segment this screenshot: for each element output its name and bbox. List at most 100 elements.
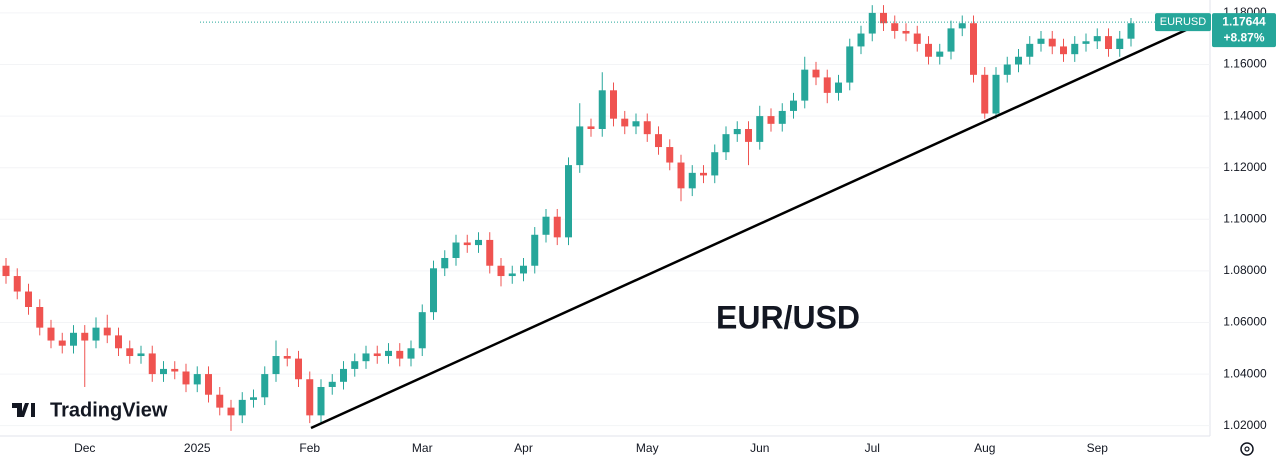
candle-body [655, 134, 662, 148]
candle-body [396, 350, 404, 359]
candle-body [958, 23, 966, 29]
candle-body [463, 242, 471, 246]
candle-body [70, 332, 77, 346]
y-tick-label: 1.10000 [1223, 211, 1267, 225]
candle-body [722, 134, 730, 153]
candle-body [328, 381, 336, 387]
candle-body [846, 46, 854, 83]
candle-body [767, 116, 775, 124]
candle-body [373, 353, 381, 357]
candle-body [160, 368, 167, 375]
x-tick-label: Sep [1087, 441, 1109, 455]
candle-body [36, 307, 44, 328]
y-tick-label: 1.16000 [1223, 57, 1267, 71]
candle-body [351, 361, 359, 369]
candle-body [868, 12, 876, 34]
candle-body [925, 43, 932, 57]
gear-center [1244, 446, 1250, 452]
y-tick-label: 1.12000 [1223, 160, 1267, 174]
logo: TradingView [12, 399, 168, 421]
price-badge: EURUSD 1.17644 +8.87% [1155, 13, 1276, 48]
candle-body [2, 265, 10, 277]
candle-body [756, 116, 764, 142]
candle-body [733, 128, 741, 135]
candle-body [1026, 43, 1034, 57]
candle-body [508, 273, 516, 277]
candle-body [902, 30, 910, 34]
candle-body [497, 265, 505, 277]
candle-body [58, 340, 66, 346]
x-tick-label: May [636, 441, 659, 455]
candle-body [790, 100, 797, 111]
candle-body [576, 126, 584, 166]
x-tick-label: Jun [750, 441, 769, 455]
candle-body [407, 348, 415, 359]
candle-body [1116, 38, 1124, 50]
candle-body [1060, 46, 1067, 55]
x-tick-label: Dec [74, 441, 95, 455]
candle-body [171, 368, 179, 372]
candle-body [216, 394, 224, 408]
candle-body [227, 407, 235, 416]
y-tick-label: 1.02000 [1223, 418, 1267, 432]
x-tick-label: Aug [974, 441, 995, 455]
candle-body [700, 172, 707, 176]
last-price: 1.17644 [1222, 14, 1266, 28]
candle-body [115, 335, 122, 349]
candle-body [992, 74, 1000, 114]
candle-body [250, 397, 257, 400]
candle-body [475, 239, 482, 246]
candle-body [621, 118, 629, 127]
candle-body [1071, 43, 1079, 55]
candle-body [317, 386, 325, 416]
x-tick-label: Apr [514, 441, 533, 455]
candle-body [632, 121, 640, 127]
candle-body [947, 28, 955, 52]
candle-body [970, 23, 977, 75]
x-tick-label: 2025 [184, 441, 211, 455]
candle-body [1015, 56, 1022, 65]
candle-body [936, 51, 944, 57]
candle-body [778, 110, 786, 124]
candle-body [126, 348, 134, 357]
candle-body [553, 216, 561, 238]
candle-body [610, 90, 617, 119]
candle-body [340, 368, 347, 382]
candle-body [823, 77, 831, 93]
candle-body [238, 399, 246, 416]
y-tick-label: 1.06000 [1223, 315, 1267, 329]
candle-body [81, 332, 89, 341]
y-tick-label: 1.04000 [1223, 366, 1267, 380]
candle-body [745, 128, 752, 142]
candle-body [835, 82, 842, 93]
candle-body [452, 242, 460, 258]
candle-body [711, 152, 719, 176]
candle-body [148, 353, 156, 375]
symbol: EURUSD [1160, 16, 1207, 28]
candle-body [643, 121, 651, 135]
candle-body [666, 147, 674, 163]
candle-body [1003, 64, 1011, 75]
candle-body [182, 371, 190, 385]
symbol-box [1155, 13, 1211, 32]
candle-body [193, 374, 201, 385]
candle-body [812, 69, 820, 78]
candle-body [385, 350, 392, 357]
candle-body [362, 353, 370, 362]
trend-line [310, 28, 1187, 430]
candle-body [688, 172, 696, 189]
candle-body [542, 216, 550, 235]
candle-body [441, 257, 449, 269]
candle-body [137, 353, 145, 357]
candle-body [1093, 36, 1101, 42]
x-tick-label: Feb [299, 441, 320, 455]
watermark: TradingView [50, 399, 168, 421]
candle-body [13, 276, 21, 292]
x-tick-label: Mar [412, 441, 433, 455]
candle-body [205, 374, 212, 395]
candle-body [1048, 38, 1056, 47]
candles [2, 5, 1210, 431]
candle-body [981, 74, 989, 114]
